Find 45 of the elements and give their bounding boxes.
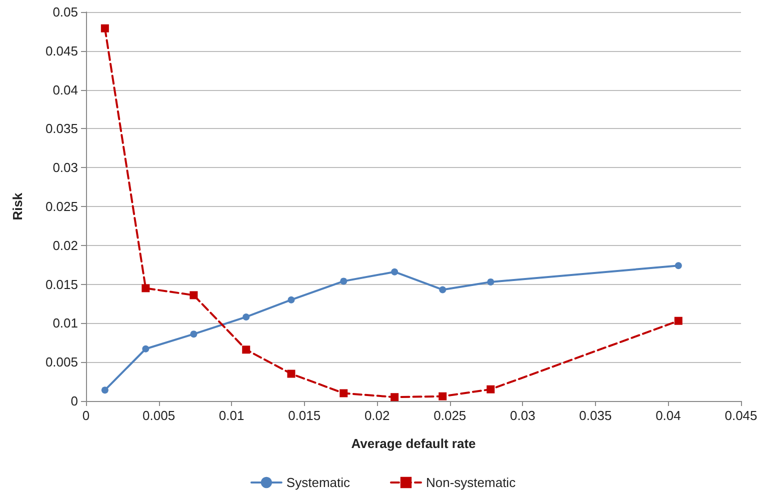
y-tick-label: 0.015 [45,276,78,292]
point [438,392,447,400]
y-tick-label: 0.05 [52,4,78,20]
x-tick-label: 0 [82,408,90,423]
x-tick-label: 0.025 [434,408,466,423]
y-tick-label: 0 [70,394,78,408]
x-tick-label: 0.03 [510,408,536,423]
point [674,316,682,325]
y-tick-label: 0.005 [45,354,78,370]
point [190,291,198,300]
x-tick-label: 0.035 [579,408,612,423]
x-tick-label: 0.005 [142,408,176,423]
point [288,296,295,304]
y-tick-label: 0.035 [45,121,78,136]
point [242,313,250,320]
point [340,389,348,398]
point [242,346,250,354]
x-tick-label: 0.01 [218,408,244,423]
x-tick-label: 0.015 [288,408,321,423]
y-tick-label: 0.025 [45,199,78,214]
y-axis-title: Risk [10,192,25,220]
point [142,345,150,352]
point [391,268,398,276]
point [674,262,682,270]
legend-label: Systematic [286,475,350,490]
y-tick-label: 0.04 [52,82,78,98]
point [100,24,109,32]
point [340,278,348,285]
point [101,386,108,394]
y-tick-label: 0.045 [45,43,78,58]
point [390,393,399,402]
x-tick-label: 0.04 [656,408,681,423]
point [287,370,296,378]
legend-label: Non-systematic [426,475,516,490]
y-tick-label: 0.03 [52,160,78,176]
y-tick-label: 0.02 [52,238,78,253]
point [142,284,150,292]
point [190,330,198,338]
point [487,278,494,286]
point [486,385,495,394]
point [439,286,446,294]
x-tick-label: 0.045 [724,408,758,423]
y-tick-label: 0.01 [52,316,78,331]
x-tick-label: 0.02 [364,408,390,423]
x-axis-title: Average default rate [351,436,476,451]
